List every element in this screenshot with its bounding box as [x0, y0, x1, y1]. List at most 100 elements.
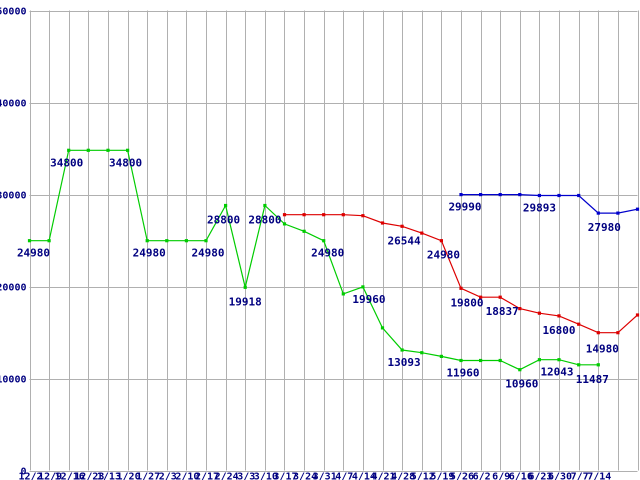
data-point-value-label: 19918 [229, 295, 262, 308]
data-point-marker [518, 307, 522, 311]
data-point-marker [596, 363, 600, 367]
data-point-marker [361, 285, 365, 289]
data-point-value-label: 29990 [448, 201, 481, 214]
data-point-value-label: 13093 [388, 356, 421, 369]
grid-layer [29, 10, 639, 472]
data-point-marker [498, 295, 502, 299]
data-point-marker [439, 239, 443, 243]
x-axis-tick-label: 3/31 [313, 472, 337, 480]
data-point-value-label: 28800 [248, 214, 281, 227]
data-point-marker [400, 224, 404, 228]
data-point-marker [204, 239, 208, 243]
x-axis-tick-label: 12/2 [18, 472, 42, 480]
data-point-marker [635, 313, 640, 317]
y-axis-tick-label: 20000 [0, 283, 27, 294]
data-point-marker [459, 286, 463, 290]
data-point-marker [126, 148, 130, 152]
data-point-value-label: 18837 [486, 305, 519, 318]
y-axis-tick-label: 30000 [0, 191, 27, 202]
data-point-marker [67, 148, 71, 152]
data-point-marker [518, 368, 522, 372]
data-point-marker [596, 211, 600, 215]
data-point-value-label: 34800 [50, 156, 83, 169]
x-axis-tick-label: 6/16 [509, 472, 533, 480]
data-point-marker [479, 358, 483, 363]
data-point-marker [479, 295, 483, 299]
data-point-marker [263, 203, 267, 208]
x-axis-tick-label: 1/20 [117, 472, 141, 480]
x-axis-tick-label: 7/7 [571, 472, 589, 480]
data-point-value-label: 24980 [17, 247, 50, 260]
x-axis-tick-label: 4/21 [371, 472, 395, 480]
x-axis-tick-label: 2/17 [195, 472, 219, 480]
data-point-value-label: 16800 [542, 324, 575, 337]
data-point-marker [145, 239, 149, 243]
y-axis-tick-label: 0 [20, 467, 26, 478]
x-axis-tick-label: 3/10 [254, 472, 278, 480]
x-axis-tick-label: 12/16 [55, 472, 85, 480]
x-axis-tick-label: 5/26 [450, 472, 474, 480]
x-axis-tick-label: 2/24 [215, 472, 239, 480]
x-axis-tick-label: 1/13 [97, 472, 121, 480]
data-point-marker [577, 322, 581, 326]
data-point-value-label: 24980 [133, 247, 166, 260]
data-point-marker [322, 213, 326, 217]
data-point-marker [400, 348, 404, 352]
data-point-marker [518, 193, 522, 197]
data-point-marker [361, 214, 365, 218]
data-point-marker [537, 358, 541, 362]
x-axis-tick-label: 2/3 [159, 472, 177, 480]
data-point-marker [282, 222, 287, 226]
data-point-marker [577, 363, 581, 367]
data-point-value-label: 27980 [588, 221, 621, 234]
x-axis-tick-label: 6/2 [473, 472, 491, 480]
data-point-marker [224, 203, 228, 208]
data-point-marker [596, 331, 600, 335]
x-axis-tick-label: 6/30 [548, 472, 572, 480]
data-point-marker [420, 351, 424, 355]
data-point-marker [498, 358, 502, 363]
data-point-marker [616, 331, 620, 335]
series-line-blue-series [461, 194, 638, 214]
data-point-value-label: 12043 [540, 366, 573, 379]
data-point-marker [439, 354, 443, 358]
x-axis-labels: 12/212/912/1612/231/131/201/272/32/102/1… [18, 472, 611, 480]
data-point-marker [380, 221, 385, 225]
x-axis-tick-label: 3/17 [273, 472, 297, 480]
data-point-marker [537, 193, 541, 198]
x-axis-tick-label: 12/23 [74, 472, 104, 480]
data-point-value-label: 10960 [505, 378, 538, 391]
data-point-marker [106, 148, 110, 152]
data-series-layer [27, 148, 640, 372]
data-point-marker [577, 193, 581, 198]
data-point-marker [557, 193, 561, 198]
x-axis-tick-label: 3/24 [293, 472, 317, 480]
data-point-marker [27, 239, 32, 243]
data-point-marker [302, 229, 306, 233]
data-point-marker [537, 311, 541, 315]
data-point-marker [341, 213, 345, 217]
y-axis-tick-label: 50000 [0, 7, 27, 18]
data-point-marker [459, 358, 463, 363]
data-point-marker [557, 358, 561, 362]
data-point-marker [616, 211, 620, 215]
data-point-marker [282, 213, 287, 217]
data-point-marker [635, 207, 640, 211]
data-point-marker [420, 231, 424, 235]
x-axis-tick-label: 12/9 [38, 472, 62, 480]
x-axis-tick-label: 4/14 [352, 472, 376, 480]
data-point-value-label: 11960 [446, 367, 479, 380]
x-axis-tick-label: 6/9 [492, 472, 510, 480]
x-axis-tick-label: 4/7 [335, 472, 353, 480]
data-point-marker [165, 239, 169, 243]
data-point-marker [184, 239, 188, 243]
data-point-value-label: 14980 [586, 343, 619, 356]
data-point-value-label: 24980 [427, 249, 460, 262]
data-point-marker [243, 285, 247, 289]
data-point-marker [479, 193, 483, 197]
x-axis-tick-label: 2/10 [175, 472, 199, 480]
y-axis-labels: 0 10000 20000 30000 40000 50000 [0, 7, 27, 478]
y-axis-tick-label: 10000 [0, 375, 27, 386]
x-axis-tick-label: 6/23 [528, 472, 552, 480]
